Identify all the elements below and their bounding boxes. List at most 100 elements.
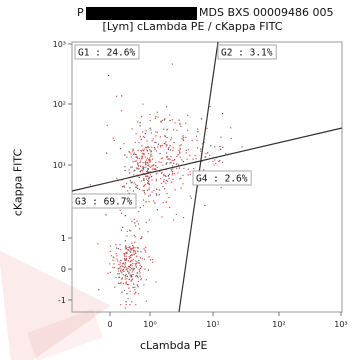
data-point <box>145 221 147 224</box>
data-point <box>137 162 139 164</box>
data-point <box>129 274 131 276</box>
data-point <box>109 245 112 247</box>
data-point <box>139 122 141 124</box>
x-tick-label: 10¹ <box>206 320 219 329</box>
data-point <box>161 119 163 122</box>
data-point <box>130 251 132 253</box>
data-point <box>214 162 217 165</box>
data-point <box>148 183 150 186</box>
data-point <box>139 206 141 209</box>
data-point <box>195 158 197 160</box>
data-point <box>142 172 144 174</box>
data-point <box>143 136 146 138</box>
data-point <box>139 267 141 269</box>
data-point <box>135 156 137 158</box>
data-point <box>124 278 126 280</box>
data-point <box>149 166 152 168</box>
data-point <box>144 161 146 164</box>
data-point <box>151 158 154 160</box>
data-point <box>126 230 128 232</box>
data-point <box>145 246 147 248</box>
data-point <box>142 167 144 169</box>
data-point <box>151 146 153 148</box>
data-point <box>144 146 147 149</box>
data-point <box>136 185 138 187</box>
data-point <box>124 259 126 262</box>
data-point <box>125 259 127 261</box>
data-point <box>135 304 137 306</box>
data-point <box>143 284 145 286</box>
data-point <box>196 139 198 142</box>
data-point <box>149 119 151 122</box>
data-point <box>118 267 120 269</box>
data-point <box>179 178 181 180</box>
data-point <box>230 137 232 140</box>
data-point <box>204 156 206 158</box>
data-point <box>106 124 108 126</box>
data-point <box>129 187 131 189</box>
data-point <box>120 270 122 273</box>
data-point <box>149 259 152 261</box>
data-point <box>169 206 171 208</box>
data-point <box>160 161 162 164</box>
data-point <box>187 168 189 170</box>
data-point <box>149 161 151 163</box>
data-point <box>146 157 148 159</box>
data-point <box>165 201 168 203</box>
data-point <box>160 121 162 123</box>
data-point <box>129 303 131 306</box>
data-point <box>144 268 146 270</box>
data-point <box>187 129 189 131</box>
data-point <box>145 175 147 177</box>
data-point <box>149 194 151 196</box>
data-point <box>139 264 141 266</box>
data-point <box>115 244 117 246</box>
data-point <box>141 169 143 171</box>
data-point <box>185 122 187 124</box>
data-point <box>171 168 173 170</box>
data-point <box>142 162 144 164</box>
data-point <box>214 146 216 148</box>
data-point <box>112 259 114 262</box>
data-point <box>155 180 157 182</box>
data-point <box>119 209 121 211</box>
data-point <box>145 178 148 180</box>
data-point <box>126 251 128 253</box>
data-point <box>121 95 123 97</box>
data-point <box>142 190 144 192</box>
data-point <box>161 216 163 218</box>
data-point <box>130 260 132 262</box>
data-point <box>183 216 185 219</box>
data-point <box>106 152 108 154</box>
data-point <box>176 163 178 165</box>
data-point <box>128 271 130 273</box>
data-point <box>130 182 132 184</box>
data-point <box>165 143 167 146</box>
data-point <box>140 138 142 141</box>
data-point <box>132 150 134 152</box>
data-point <box>131 254 134 256</box>
data-point <box>147 168 150 170</box>
data-point <box>143 154 145 156</box>
data-point <box>219 145 221 148</box>
data-point <box>139 262 141 264</box>
data-point <box>124 240 127 242</box>
data-point <box>207 152 209 154</box>
chart-subtitle: [Lym] cLambda PE / cKappa FITC <box>102 20 283 33</box>
data-point <box>147 164 150 166</box>
data-point <box>125 248 128 250</box>
data-point <box>178 149 180 152</box>
data-point <box>135 160 137 162</box>
data-point <box>139 257 142 259</box>
data-point <box>120 282 122 284</box>
gate-horizontal-line <box>71 127 343 192</box>
data-point <box>129 290 131 292</box>
data-point <box>132 262 134 265</box>
data-point <box>132 153 135 155</box>
data-point <box>138 259 140 262</box>
data-point <box>222 112 224 115</box>
data-point <box>140 251 142 253</box>
data-point <box>143 190 145 192</box>
data-point <box>182 138 184 141</box>
data-point <box>125 255 127 257</box>
